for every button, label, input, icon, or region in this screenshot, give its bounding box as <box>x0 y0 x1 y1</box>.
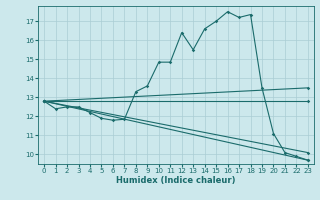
X-axis label: Humidex (Indice chaleur): Humidex (Indice chaleur) <box>116 176 236 185</box>
